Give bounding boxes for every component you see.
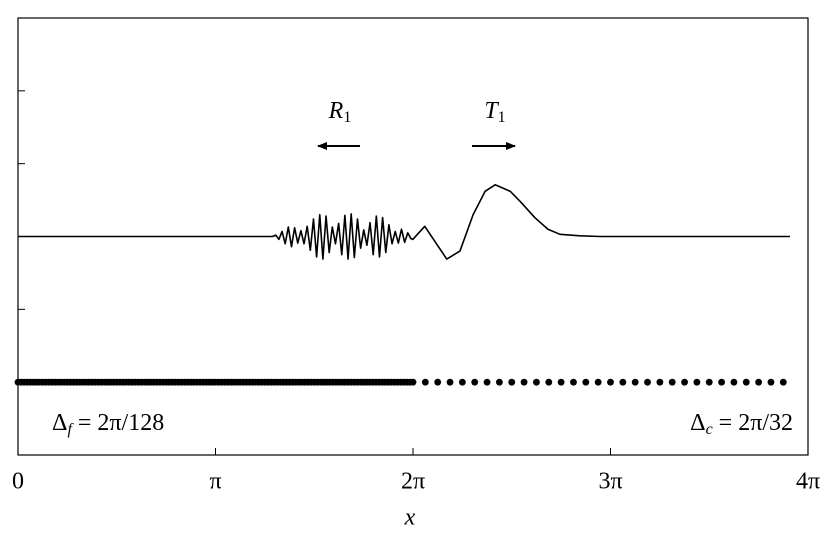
grid-point bbox=[421, 378, 429, 386]
grid-point bbox=[619, 378, 627, 386]
grid-point bbox=[644, 378, 651, 386]
grid-point bbox=[767, 378, 775, 386]
x-tick-label: π bbox=[209, 469, 221, 495]
grid-point bbox=[545, 378, 553, 386]
grid-point bbox=[520, 378, 528, 386]
grid-point bbox=[557, 378, 565, 386]
grid-point bbox=[434, 378, 442, 386]
grid-point bbox=[779, 378, 787, 386]
grid-point bbox=[681, 378, 688, 386]
grid-point bbox=[471, 378, 479, 386]
grid-point bbox=[755, 378, 763, 386]
grid-point bbox=[693, 378, 701, 386]
grid-point bbox=[705, 378, 713, 386]
grid-point bbox=[656, 378, 664, 386]
annotation-t1: T1 bbox=[484, 98, 505, 126]
grid-point bbox=[458, 378, 466, 386]
line bbox=[18, 183, 790, 260]
annotation-r1: R1 bbox=[328, 98, 352, 126]
x-tick-label: 2π bbox=[401, 469, 425, 495]
grid-point bbox=[582, 378, 590, 386]
grid-point bbox=[718, 378, 725, 386]
grid-point bbox=[508, 378, 516, 386]
x-tick-label: 4π bbox=[796, 469, 820, 495]
grid-point bbox=[409, 378, 417, 386]
grid-point bbox=[496, 378, 503, 386]
grid-point bbox=[594, 378, 602, 386]
grid-point bbox=[533, 378, 540, 386]
grid-label: Δc = 2π/32 bbox=[690, 410, 793, 438]
grid-label: Δf = 2π/128 bbox=[52, 410, 164, 438]
x-axis-label: x bbox=[404, 505, 416, 531]
grid-point bbox=[570, 378, 577, 386]
grid-point bbox=[742, 378, 750, 386]
grid-point bbox=[730, 378, 738, 386]
grid-point bbox=[607, 378, 614, 386]
x-tick-label: 0 bbox=[12, 469, 24, 495]
x-tick-label: 3π bbox=[598, 469, 622, 495]
grid-point bbox=[631, 378, 639, 386]
grid-point bbox=[446, 378, 454, 386]
grid-point bbox=[668, 378, 676, 386]
grid-point bbox=[483, 378, 491, 386]
